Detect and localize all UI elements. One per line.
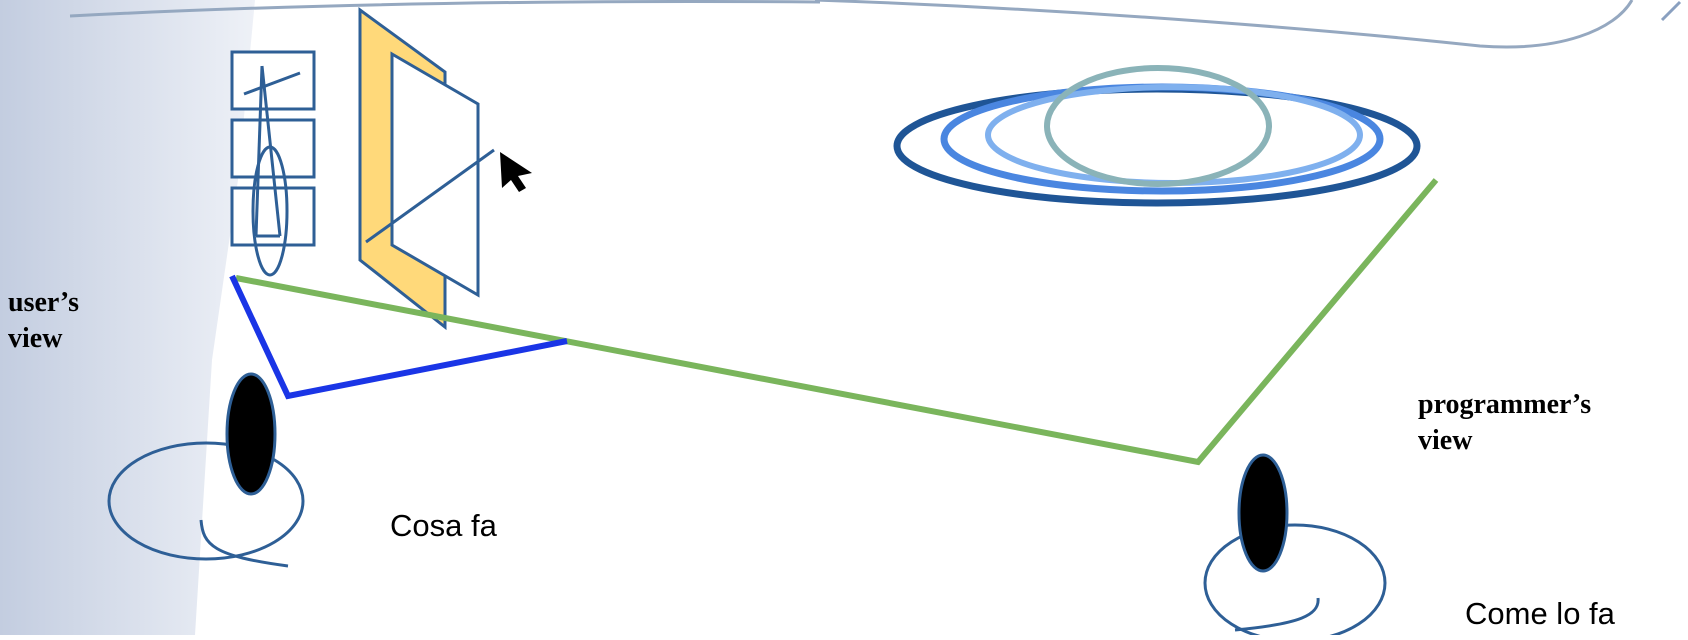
user-caption: Cosa fa — [390, 508, 497, 543]
user-figure-icon — [107, 372, 305, 568]
window-ellipse — [251, 145, 289, 277]
green-connector — [235, 178, 1439, 466]
window-stroke — [260, 65, 282, 237]
top-curve-left — [69, 0, 821, 18]
user-view-label: user’s view — [8, 285, 148, 357]
programmer-figure-icon — [1203, 453, 1387, 640]
user-view-line2: view — [8, 323, 63, 354]
window-stroke — [243, 71, 301, 96]
mouse-cursor-icon — [500, 152, 532, 192]
inner-panel — [390, 51, 480, 298]
ring-teal — [1044, 65, 1272, 187]
programmer-head — [1237, 453, 1289, 573]
programmer-view-line2: view — [1418, 425, 1473, 456]
programmer-body — [1203, 523, 1387, 640]
user-view-line1: user’s — [8, 287, 80, 318]
window-panel-top — [230, 50, 316, 111]
ring-inner — [985, 84, 1363, 186]
programmer-view-label: programmer’s view — [1418, 387, 1678, 459]
top-curve-right — [814, 0, 1634, 49]
window-stroke — [254, 65, 264, 237]
programmer-view-line1: programmer’s — [1418, 389, 1592, 420]
left-background-band — [0, 0, 255, 635]
concentric-rings — [893, 65, 1421, 207]
programmer-arm — [1234, 597, 1320, 632]
user-body — [107, 441, 305, 561]
programmer-caption: Come lo fa — [1465, 596, 1615, 631]
user-head — [225, 372, 277, 496]
user-arm — [199, 519, 289, 568]
window-stack — [230, 50, 316, 277]
blue-connector — [229, 274, 568, 400]
pointer-line — [365, 148, 495, 244]
top-right-corner-mark — [1660, 0, 1682, 22]
